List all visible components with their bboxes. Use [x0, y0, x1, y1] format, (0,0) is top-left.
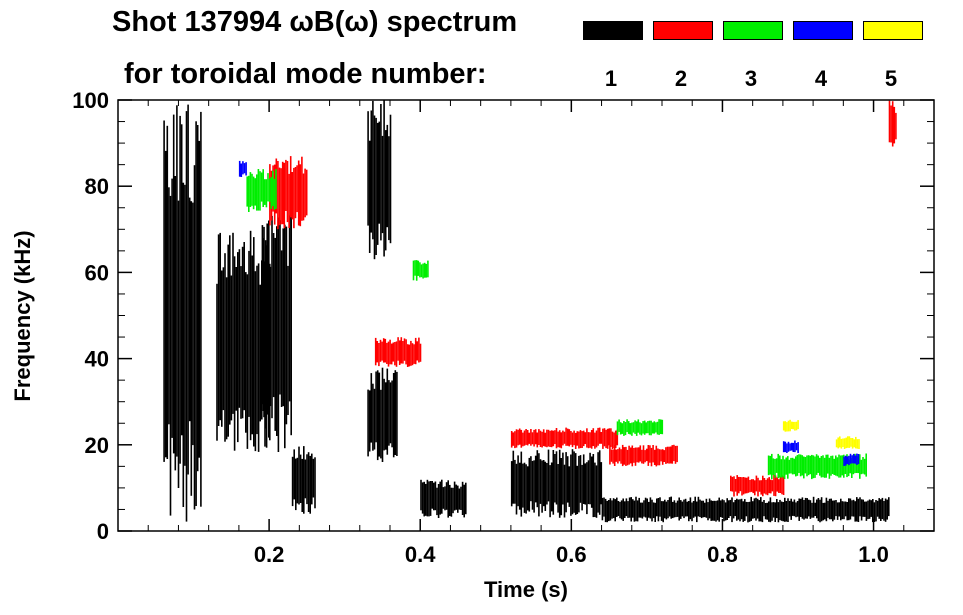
- plot-content: [163, 100, 897, 523]
- mode-2-region: [374, 337, 422, 367]
- x-tick-label: 1.0: [858, 542, 889, 567]
- mode-1-region: [601, 496, 890, 523]
- mode-1-region: [291, 446, 316, 514]
- mode-1-region: [510, 449, 603, 518]
- legend-swatch-mode-4: [793, 21, 853, 40]
- x-axis-title: Time (s): [484, 577, 568, 602]
- mode-1-region: [261, 209, 292, 452]
- legend-label-mode-2: 2: [674, 66, 688, 91]
- legend-label-mode-3: 3: [744, 66, 758, 91]
- chart-title-line1: Shot 137994 ωB(ω) spectrum: [112, 6, 518, 38]
- legend-swatch-mode-1: [583, 21, 643, 40]
- chart-title-line2: for toroidal mode number:: [124, 58, 487, 90]
- mode-4-region: [238, 160, 247, 177]
- mode-3-region: [767, 453, 867, 480]
- x-tick-label: 0.6: [556, 542, 587, 567]
- mode-1-region: [367, 367, 398, 462]
- y-tick-label: 80: [85, 174, 109, 199]
- x-tick-label: 0.8: [707, 542, 738, 567]
- mode-4-region: [782, 440, 799, 453]
- mode-4-region: [843, 453, 860, 466]
- mode-2-region: [609, 444, 678, 467]
- mode-5-region: [835, 436, 860, 449]
- mode-1-region: [367, 100, 392, 260]
- y-axis-title: Frequency (kHz): [10, 230, 35, 401]
- y-tick-label: 20: [85, 433, 109, 458]
- legend-swatch-mode-3: [723, 21, 783, 40]
- mode-2-region: [510, 427, 619, 449]
- axes: 0.2 0.4 0.6 0.8 1.0 0 20 40 60 80 100: [72, 88, 934, 567]
- legend-swatch-mode-5: [863, 21, 923, 40]
- mode-3-region: [246, 169, 277, 212]
- mode-2-region: [730, 475, 785, 497]
- mode-3-region: [616, 419, 664, 436]
- mode-2-region: [888, 100, 897, 147]
- y-tick-label: 60: [85, 260, 109, 285]
- x-tick-label: 0.4: [405, 542, 436, 567]
- y-tick-label: 40: [85, 347, 109, 372]
- x-tick-label: 0.2: [254, 542, 285, 567]
- legend-label-mode-4: 4: [814, 66, 828, 91]
- y-tick-label: 0: [97, 519, 109, 544]
- mode-1-region: [163, 104, 202, 522]
- mode-5-region: [782, 419, 799, 432]
- y-tick-label: 100: [72, 88, 109, 113]
- mode-1-region: [420, 479, 467, 518]
- mode-3-region: [412, 260, 429, 281]
- mode-2-region: [269, 156, 308, 230]
- legend-swatch-mode-2: [653, 21, 713, 40]
- legend-label-mode-5: 5: [884, 66, 898, 91]
- legend-label-mode-1: 1: [604, 66, 618, 91]
